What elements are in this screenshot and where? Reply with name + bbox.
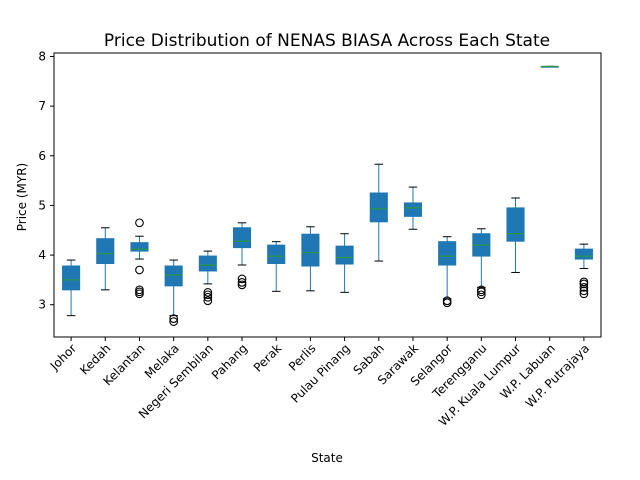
- outlier-point: [135, 265, 144, 275]
- box-iqr: [232, 227, 252, 249]
- outlier-point: [169, 314, 179, 323]
- y-tick-label: 6: [38, 149, 46, 163]
- plot-frame: [53, 52, 602, 338]
- outlier-point: [237, 274, 247, 284]
- outlier-point: [476, 287, 486, 297]
- outlier-point: [476, 290, 486, 300]
- outlier-point: [579, 286, 589, 296]
- y-tick-label: 4: [38, 248, 46, 262]
- box-iqr: [301, 233, 320, 267]
- box-iqr: [198, 255, 217, 272]
- x-axis-label: State: [311, 451, 343, 465]
- outlier-point: [203, 292, 213, 302]
- box-iqr: [130, 242, 149, 252]
- box-iqr: [574, 248, 593, 260]
- outlier-point: [237, 280, 247, 290]
- y-tick-label: 3: [38, 298, 46, 312]
- box-iqr: [335, 245, 354, 265]
- box-iqr: [267, 244, 286, 265]
- box-iqr: [164, 265, 183, 287]
- y-tick-label: 7: [38, 99, 46, 113]
- x-tick-label: Perak: [251, 341, 285, 375]
- outlier-point: [203, 287, 213, 297]
- box-iqr: [506, 207, 525, 242]
- chart-title: Price Distribution of NENAS BIASA Across…: [104, 31, 550, 51]
- outlier-point: [579, 279, 589, 289]
- x-tick-label: Perlis: [286, 341, 319, 374]
- box-iqr: [96, 238, 115, 265]
- x-tick-label: Pahang: [209, 341, 250, 382]
- outlier-point: [579, 289, 589, 299]
- box-iqr: [403, 202, 423, 217]
- outlier-point: [579, 282, 589, 292]
- outlier-point: [169, 317, 179, 326]
- box-iqr: [369, 192, 388, 223]
- outlier-point: [203, 290, 213, 300]
- box-iqr: [62, 265, 81, 291]
- outlier-point: [237, 278, 247, 287]
- x-tick-label: Johor: [47, 341, 79, 373]
- box-iqr: [438, 241, 457, 266]
- y-tick-label: 8: [38, 49, 46, 63]
- outlier-point: [135, 289, 144, 299]
- y-axis-label: Price (MYR): [15, 163, 29, 231]
- outlier-point: [203, 296, 213, 306]
- outlier-point: [442, 298, 452, 308]
- x-tick-label: W.P. Putrajaya: [523, 341, 592, 410]
- outlier-point: [135, 218, 144, 228]
- y-tick-label: 5: [38, 198, 46, 212]
